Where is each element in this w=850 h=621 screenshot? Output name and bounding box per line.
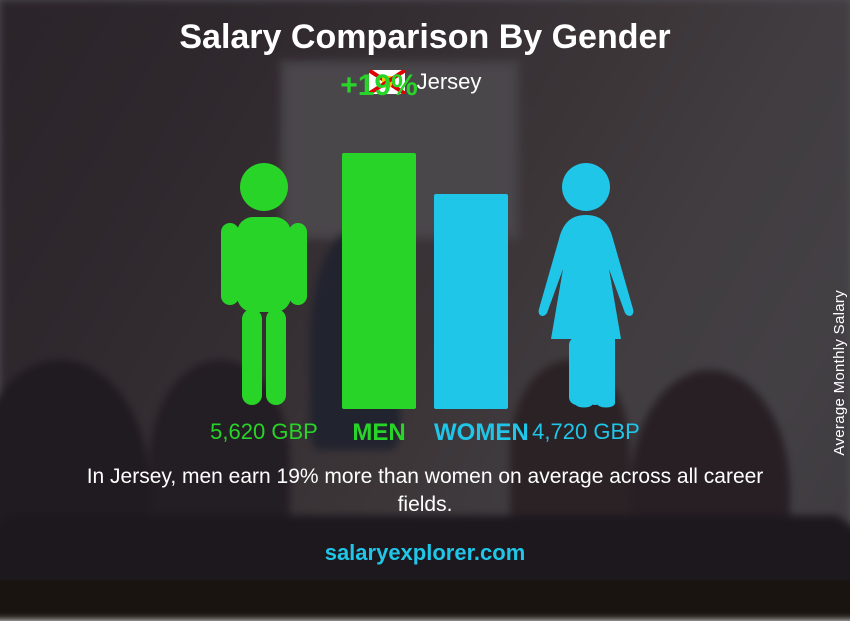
chart-area: +19% (0, 109, 850, 409)
female-icon (531, 159, 641, 409)
men-bar (342, 153, 416, 409)
male-icon-column (204, 109, 324, 409)
caption: In Jersey, men earn 19% more than women … (65, 463, 785, 520)
male-icon (209, 159, 319, 409)
men-label: MEN (342, 419, 416, 447)
difference-label: +19% (340, 69, 418, 103)
labels-row: 5,620 GBP MEN WOMEN 4,720 GBP (0, 409, 850, 447)
location-label: Jersey (417, 69, 482, 95)
female-icon-column (526, 109, 646, 409)
page-title: Salary Comparison By Gender (179, 18, 670, 57)
women-salary: 4,720 GBP (526, 419, 646, 447)
men-salary: 5,620 GBP (204, 419, 324, 447)
y-axis-label: Average Monthly Salary (832, 290, 849, 456)
men-bar-column: +19% (342, 109, 416, 409)
women-bar (434, 194, 508, 409)
infographic-container: Salary Comparison By Gender Jersey (0, 0, 850, 580)
content: Salary Comparison By Gender Jersey (0, 0, 850, 580)
women-label: WOMEN (434, 419, 508, 447)
footer-link[interactable]: salaryexplorer.com (325, 540, 526, 566)
women-bar-column (434, 109, 508, 409)
